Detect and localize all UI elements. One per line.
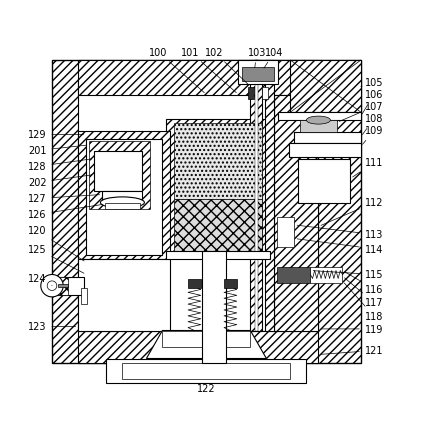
Text: 115: 115 — [313, 270, 383, 280]
Bar — [274, 95, 318, 331]
Text: 117: 117 — [344, 278, 383, 308]
Bar — [166, 251, 270, 259]
Bar — [277, 217, 295, 248]
Bar — [265, 61, 274, 331]
Circle shape — [41, 275, 63, 297]
Text: 121: 121 — [321, 346, 383, 356]
Bar — [175, 199, 262, 255]
Text: 201: 201 — [28, 146, 86, 156]
Text: 109: 109 — [362, 126, 383, 145]
Bar — [78, 259, 170, 331]
Bar — [300, 121, 337, 133]
Bar — [278, 113, 361, 121]
Text: 114: 114 — [297, 239, 383, 254]
Bar — [255, 61, 258, 331]
Bar — [261, 87, 268, 99]
Text: 103: 103 — [248, 48, 266, 69]
Bar — [95, 151, 142, 191]
Text: 119: 119 — [321, 324, 383, 334]
Bar — [166, 119, 270, 255]
Text: 101: 101 — [181, 48, 237, 93]
Bar — [52, 277, 84, 295]
Bar — [52, 61, 361, 363]
Bar — [224, 279, 237, 289]
Text: 118: 118 — [344, 283, 383, 321]
Bar — [105, 203, 140, 210]
Text: 107: 107 — [339, 102, 383, 122]
Text: 106: 106 — [362, 90, 383, 115]
Bar — [86, 139, 163, 255]
Bar — [78, 61, 318, 95]
Text: 127: 127 — [28, 194, 100, 204]
Bar — [123, 363, 290, 378]
Text: 104: 104 — [264, 48, 284, 69]
Bar — [248, 87, 255, 99]
Bar — [163, 331, 250, 347]
Text: 112: 112 — [321, 198, 383, 226]
Bar — [277, 267, 310, 283]
Bar — [52, 277, 68, 295]
Text: 105: 105 — [361, 78, 383, 88]
Ellipse shape — [100, 197, 144, 209]
Bar — [78, 331, 318, 363]
Bar — [295, 133, 361, 143]
Bar — [298, 159, 350, 203]
Bar — [78, 79, 318, 331]
Bar — [250, 61, 262, 331]
Bar — [203, 251, 227, 363]
Text: 123: 123 — [28, 322, 76, 332]
Bar — [175, 123, 262, 199]
Text: 128: 128 — [28, 160, 92, 172]
Text: 111: 111 — [353, 158, 383, 178]
Bar — [78, 131, 170, 259]
Text: 100: 100 — [149, 48, 204, 93]
Bar — [243, 67, 274, 82]
Bar — [238, 61, 278, 85]
Text: 116: 116 — [345, 272, 383, 294]
Text: 122: 122 — [197, 383, 216, 393]
Text: 108: 108 — [362, 114, 383, 135]
Circle shape — [47, 281, 57, 291]
Bar — [188, 279, 201, 289]
Bar — [290, 61, 361, 113]
Bar — [89, 141, 150, 210]
Bar — [81, 289, 87, 304]
Text: 202: 202 — [28, 175, 92, 188]
Text: 124: 124 — [28, 274, 52, 286]
Bar — [289, 143, 361, 158]
Text: 120: 120 — [28, 226, 84, 261]
Text: 126: 126 — [28, 205, 102, 220]
Text: 102: 102 — [205, 48, 249, 85]
Bar — [106, 358, 307, 383]
Bar — [102, 191, 142, 199]
Text: 125: 125 — [28, 244, 84, 273]
Polygon shape — [146, 331, 267, 358]
Text: 113: 113 — [297, 226, 383, 240]
Text: 129: 129 — [28, 130, 83, 140]
Ellipse shape — [307, 117, 330, 125]
Bar — [310, 267, 342, 283]
Bar — [58, 284, 68, 288]
